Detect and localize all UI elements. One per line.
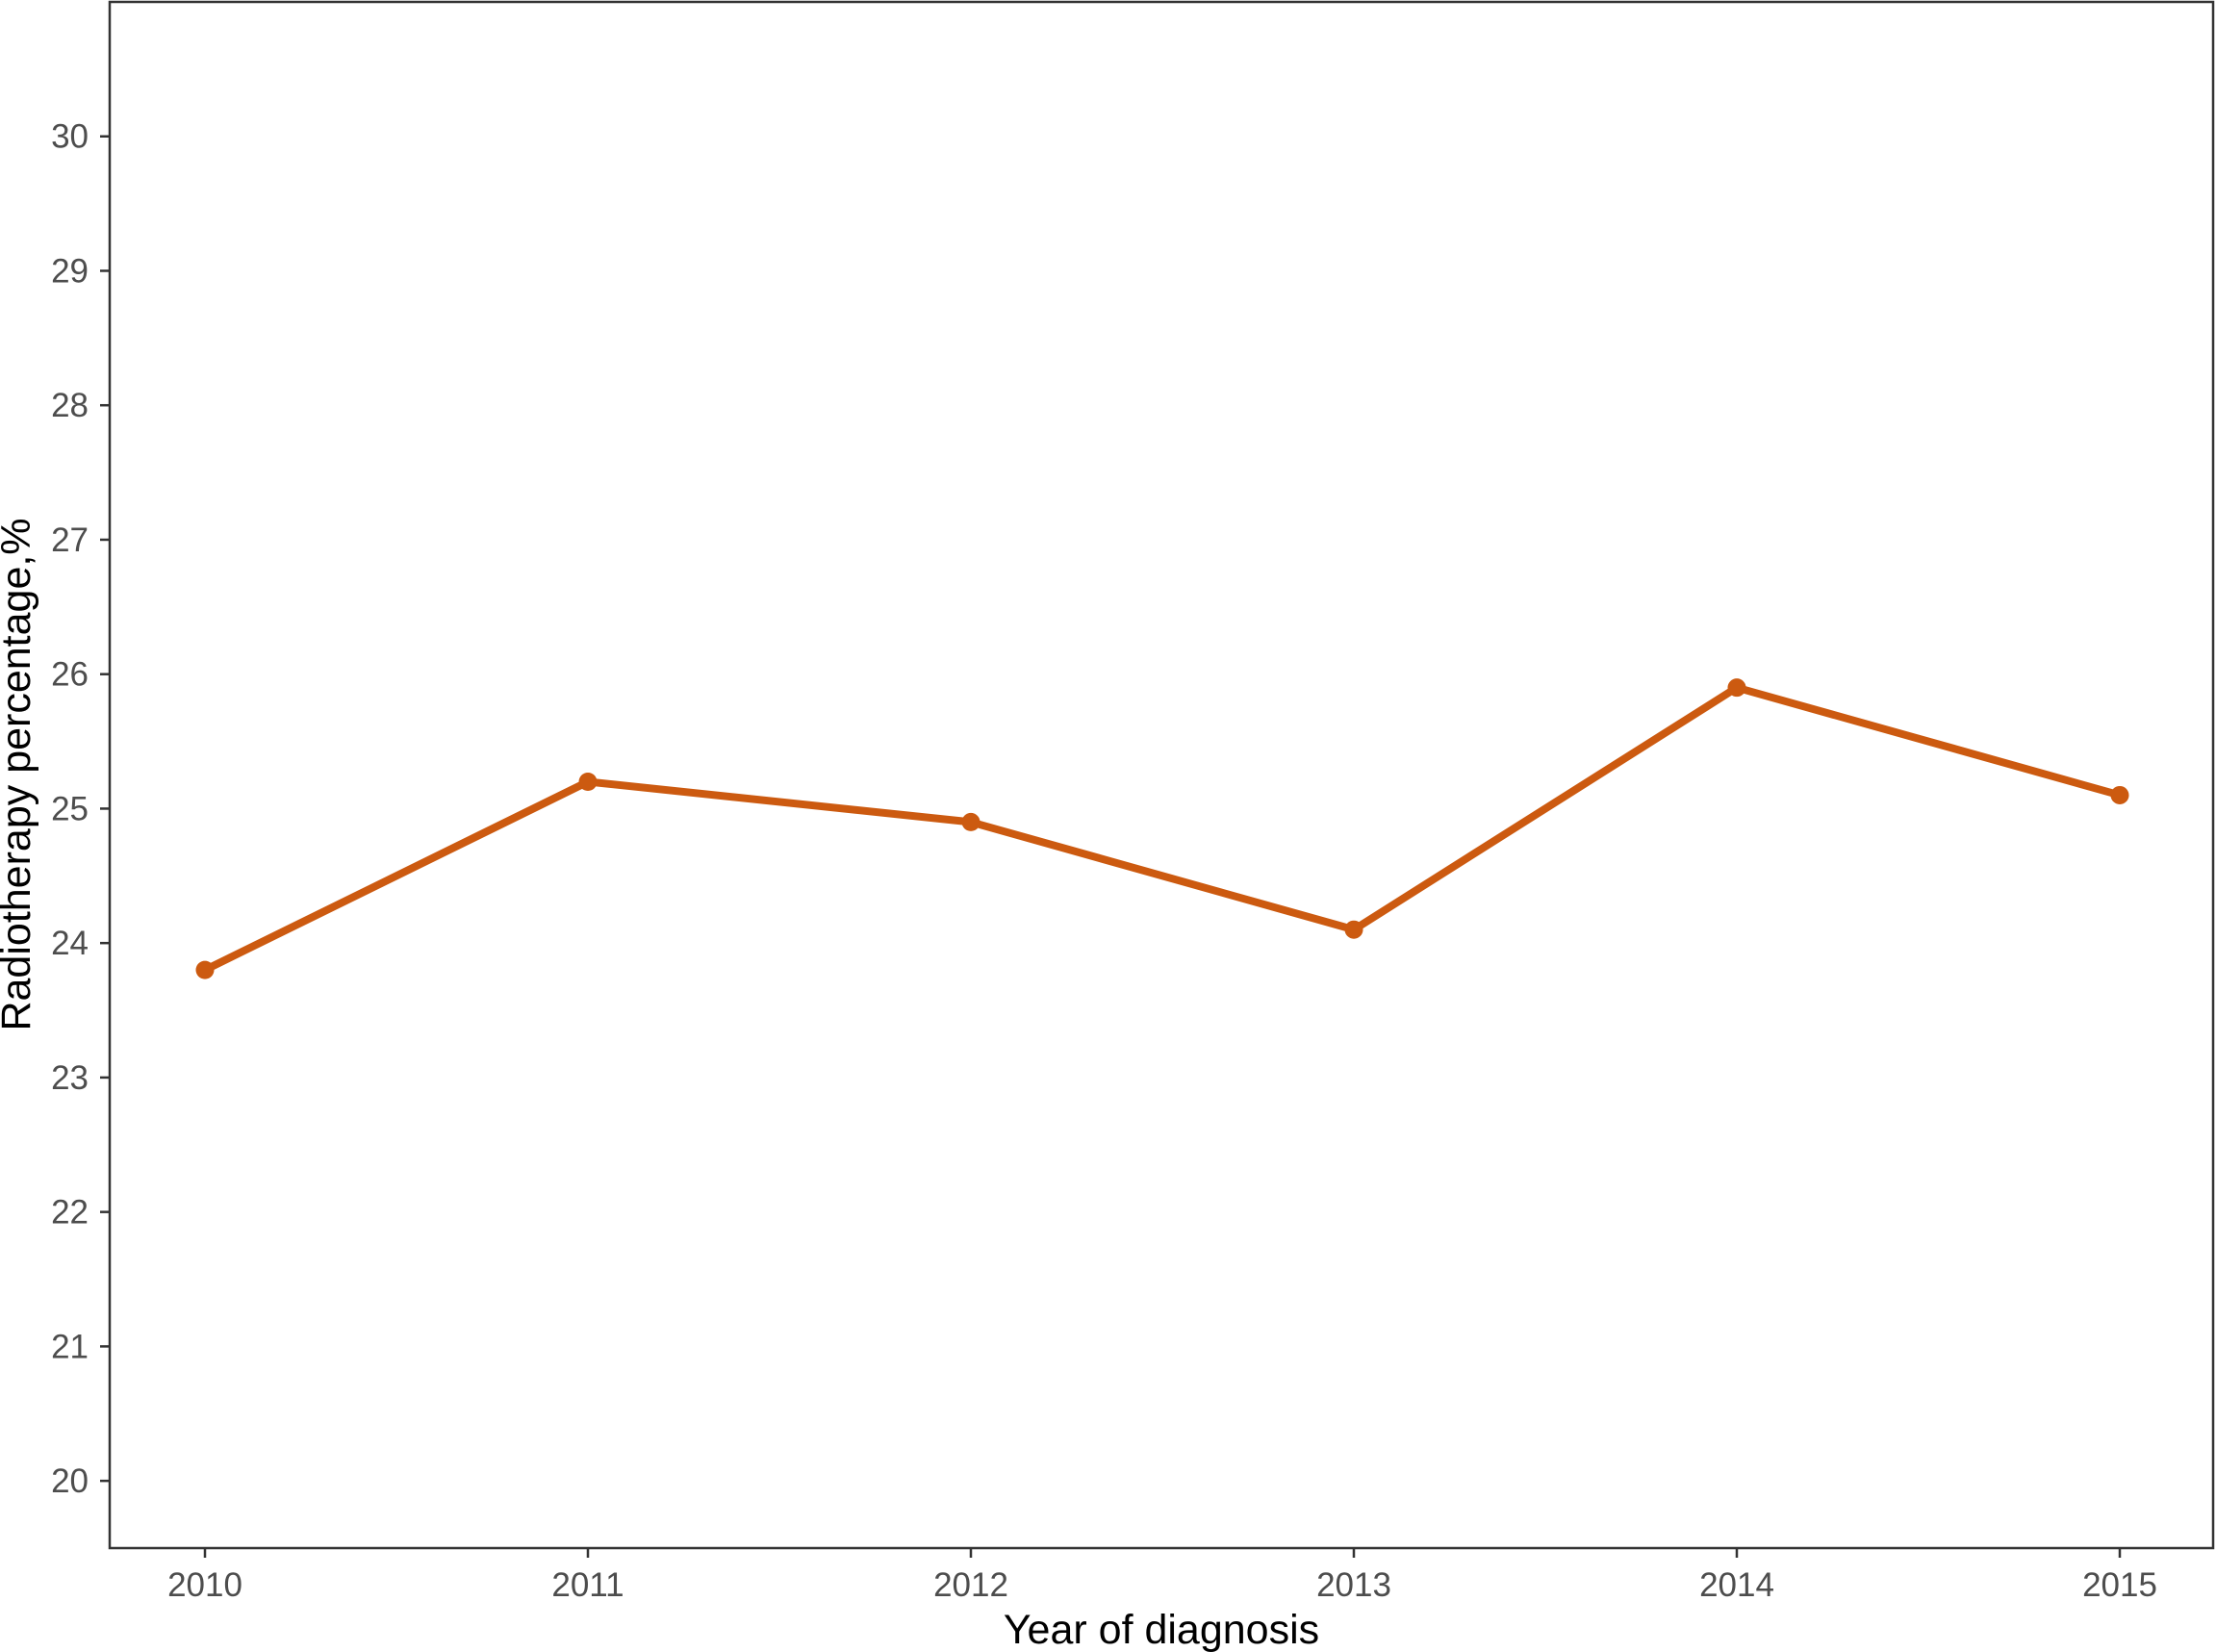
- y-tick-label: 25: [51, 790, 89, 827]
- x-tick-label: 2013: [1316, 1566, 1391, 1604]
- x-tick-label: 2012: [933, 1566, 1008, 1604]
- data-point: [961, 812, 981, 831]
- y-tick-label: 22: [51, 1194, 89, 1232]
- plot-panel-border: [108, 0, 2215, 1550]
- data-point: [1727, 678, 1746, 698]
- y-tick-label: 29: [51, 252, 89, 290]
- y-tick-label: 20: [51, 1462, 89, 1500]
- y-tick-label: 30: [51, 118, 89, 156]
- y-tick-label: 27: [51, 521, 89, 559]
- y-tick-label: 28: [51, 387, 89, 424]
- series-layer: [195, 678, 2129, 979]
- series-line: [201, 683, 2124, 975]
- y-tick-label: 24: [51, 925, 89, 962]
- data-point: [1344, 920, 1363, 939]
- x-tick-label: 2015: [2082, 1566, 2157, 1604]
- x-axis: 2010 2011 2012 2013 2014 2015: [167, 1548, 2157, 1604]
- y-tick-label: 21: [51, 1328, 89, 1365]
- x-axis-title: Year of diagnosis: [1004, 1607, 1319, 1652]
- data-point: [578, 772, 598, 791]
- y-axis: 20 21 22 23 24 25 26 27 28 29 30: [51, 118, 110, 1500]
- x-tick-label: 2010: [167, 1566, 242, 1604]
- y-tick-label: 23: [51, 1059, 89, 1097]
- data-point: [195, 960, 215, 979]
- y-axis-title: Radiotherapy percentage,%: [0, 518, 39, 1030]
- y-tick-label: 26: [51, 656, 89, 694]
- data-point: [2110, 785, 2129, 804]
- x-tick-label: 2014: [1699, 1566, 1774, 1604]
- x-tick-label: 2011: [551, 1566, 624, 1604]
